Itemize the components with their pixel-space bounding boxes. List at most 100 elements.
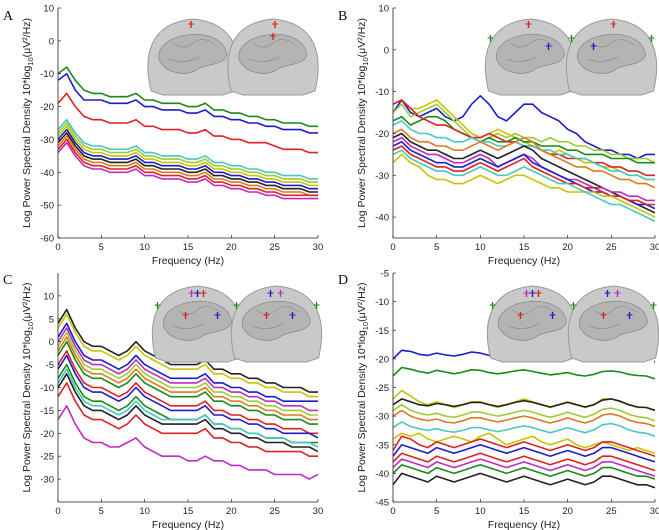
brain-sulcus xyxy=(168,56,200,62)
series-line xyxy=(58,118,318,180)
x-tick-label: 0 xyxy=(390,506,395,517)
x-tick-label: 5 xyxy=(99,506,104,517)
x-tick-label: 10 xyxy=(139,242,150,253)
series-line xyxy=(393,95,655,160)
y-tick-label: -50 xyxy=(40,201,54,212)
brain-sulcus xyxy=(252,39,296,48)
panel-c: C0 5 10 15 20 25 30-30-25-20-15-10-50510Freque… xyxy=(3,273,323,530)
x-tick-label: 10 xyxy=(139,506,150,517)
brain-sulcus xyxy=(591,39,634,48)
y-tick-label: -15 xyxy=(40,406,54,417)
x-tick-label: 5 xyxy=(434,242,439,253)
series-line xyxy=(393,443,655,463)
series-line xyxy=(58,313,318,398)
series-line xyxy=(58,327,318,412)
y-tick-label: 0 xyxy=(49,36,54,47)
y-tick-label: -5 xyxy=(381,269,389,280)
brain-shape xyxy=(496,33,565,74)
y-tick-label: -10 xyxy=(375,297,389,308)
y-tick-label: -30 xyxy=(375,171,389,182)
x-tick-label: 5 xyxy=(99,242,104,253)
brain-shape xyxy=(238,33,308,74)
series-line xyxy=(58,138,318,197)
brain-shape xyxy=(158,33,228,74)
x-tick-label: 20 xyxy=(562,506,573,517)
series-line xyxy=(58,368,318,448)
brain-inset-image xyxy=(151,278,323,363)
brain-shape xyxy=(242,300,311,341)
series-line xyxy=(58,336,318,421)
x-tick-label: 25 xyxy=(606,242,617,253)
y-tick-label: 0 xyxy=(49,337,54,348)
x-tick-label: 30 xyxy=(313,506,324,517)
x-tick-label: 25 xyxy=(606,506,617,517)
series-line xyxy=(393,403,655,422)
y-tick-label: -25 xyxy=(40,452,54,463)
y-tick-label: -20 xyxy=(40,429,54,440)
x-tick-label: 0 xyxy=(55,506,60,517)
y-tick-label: 10 xyxy=(43,291,54,302)
x-axis-label: Frequency (Hz) xyxy=(152,255,224,267)
brain-sulcus xyxy=(510,39,553,48)
series-group xyxy=(58,308,318,480)
brain-sulcus xyxy=(587,56,618,62)
y-tick-label: 5 xyxy=(49,314,54,325)
y-tick-label: -10 xyxy=(375,87,389,98)
y-axis-label: Log Power Spectral Density 10*log10(μV²/… xyxy=(356,283,370,493)
y-tick-label: -40 xyxy=(375,469,389,480)
brain-sulcus xyxy=(248,56,280,62)
brain-sulcus xyxy=(252,323,283,329)
head-left-view xyxy=(151,285,244,363)
head-right-view xyxy=(567,285,659,363)
y-axis-label: Log Power Spectral Density 10*log10(μV²/… xyxy=(21,283,35,493)
series-line xyxy=(393,132,655,214)
y-tick-label: 0 xyxy=(384,45,389,56)
x-tick-label: 25 xyxy=(269,242,280,253)
panel-a: A0 5 10 15 20 25 30-60-50-40-30-20-10010Freque… xyxy=(3,4,323,268)
y-tick-label: -40 xyxy=(40,168,54,179)
brain-sulcus xyxy=(589,323,620,329)
y-tick-label: -20 xyxy=(375,129,389,140)
x-tick-label: 25 xyxy=(269,506,280,517)
series-line xyxy=(58,125,318,187)
panel-d: D 0 5 10 15 20 25 30 -45 -40 -35 -30 -25 -20 -15 -10 -5 F… xyxy=(338,269,659,530)
series-line xyxy=(58,331,318,416)
head-left-view xyxy=(486,285,579,363)
x-tick-label: 15 xyxy=(183,506,194,517)
series-line xyxy=(393,128,655,189)
y-tick-label: -30 xyxy=(375,412,389,423)
head-right-view xyxy=(227,18,319,96)
series-line xyxy=(393,153,655,218)
series-line xyxy=(393,366,655,380)
panel-letter: C xyxy=(3,273,12,288)
x-tick-label: 20 xyxy=(562,242,573,253)
series-line xyxy=(393,435,655,457)
x-tick-label: 0 xyxy=(390,242,395,253)
series-group xyxy=(393,95,655,223)
series-line xyxy=(393,398,655,412)
brain-shape xyxy=(498,300,567,341)
brain-shape xyxy=(163,300,232,341)
brain-sulcus xyxy=(177,306,220,315)
brain-inset-image xyxy=(484,14,658,96)
panel-letter: D xyxy=(338,273,348,288)
y-tick-label: -35 xyxy=(375,440,389,451)
head-left-view xyxy=(147,18,239,96)
series-line xyxy=(58,122,318,183)
series-line xyxy=(58,340,318,425)
y-tick-label: -25 xyxy=(375,383,389,394)
x-tick-label: 10 xyxy=(475,506,486,517)
series-line xyxy=(393,149,655,223)
x-tick-label: 10 xyxy=(475,242,486,253)
series-line xyxy=(58,128,318,190)
x-tick-label: 15 xyxy=(519,242,530,253)
series-line xyxy=(58,132,318,193)
y-tick-label: -40 xyxy=(375,213,389,224)
brain-sulcus xyxy=(512,306,555,315)
brain-sulcus xyxy=(256,306,299,315)
x-axis-label: Frequency (Hz) xyxy=(488,519,560,530)
y-tick-label: -5 xyxy=(46,360,54,371)
series-line xyxy=(393,472,655,489)
